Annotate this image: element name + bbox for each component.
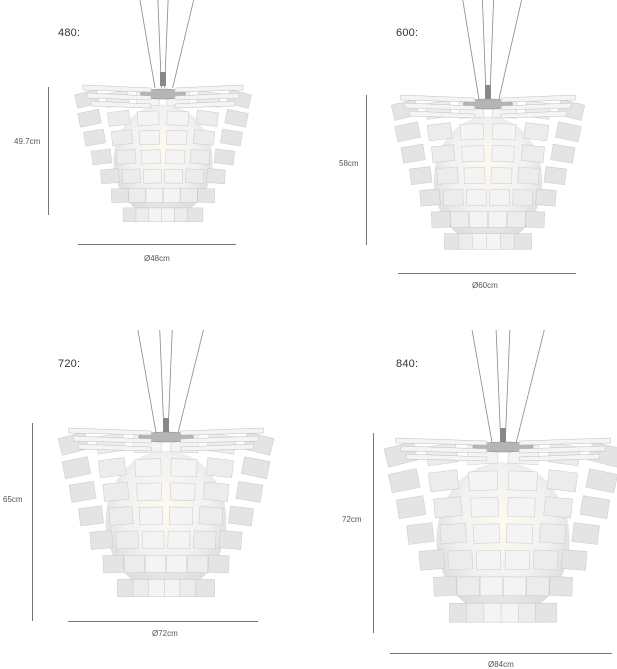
height-label: 65cm (3, 495, 23, 504)
diameter-dimension-line (78, 244, 236, 245)
diameter-dimension-line (398, 273, 576, 274)
pendant-lamp-image (57, 329, 275, 597)
height-label: 49.7cm (14, 137, 41, 146)
height-dimension-line (373, 433, 374, 633)
lamp-panel-840: 840: 72cm Ø84cm (308, 329, 617, 669)
size-label: 840: (396, 358, 419, 370)
size-label: 600: (396, 27, 419, 39)
diameter-label: Ø84cm (488, 660, 514, 669)
lamp-panel-480: 480: 49.7cm Ø48cm (0, 0, 300, 300)
height-dimension-line (32, 423, 33, 621)
height-label: 58cm (339, 159, 359, 168)
diameter-dimension-line (390, 653, 612, 654)
pendant-lamp-image (383, 329, 617, 623)
height-dimension-line (366, 95, 367, 245)
pendant-lamp-image (390, 0, 586, 250)
size-label: 720: (58, 358, 81, 370)
size-label: 480: (58, 27, 81, 39)
height-label: 72cm (342, 515, 362, 524)
lamp-panel-720: 720: 65cm Ø72cm (0, 329, 300, 669)
diameter-label: Ø60cm (472, 281, 498, 290)
diameter-label: Ø72cm (152, 629, 178, 638)
height-dimension-line (48, 87, 49, 215)
diameter-dimension-line (68, 621, 258, 622)
diameter-label: Ø48cm (144, 254, 170, 263)
lamp-panel-600: 600: 58cm Ø60cm (308, 0, 617, 300)
pendant-lamp-image (74, 0, 252, 223)
